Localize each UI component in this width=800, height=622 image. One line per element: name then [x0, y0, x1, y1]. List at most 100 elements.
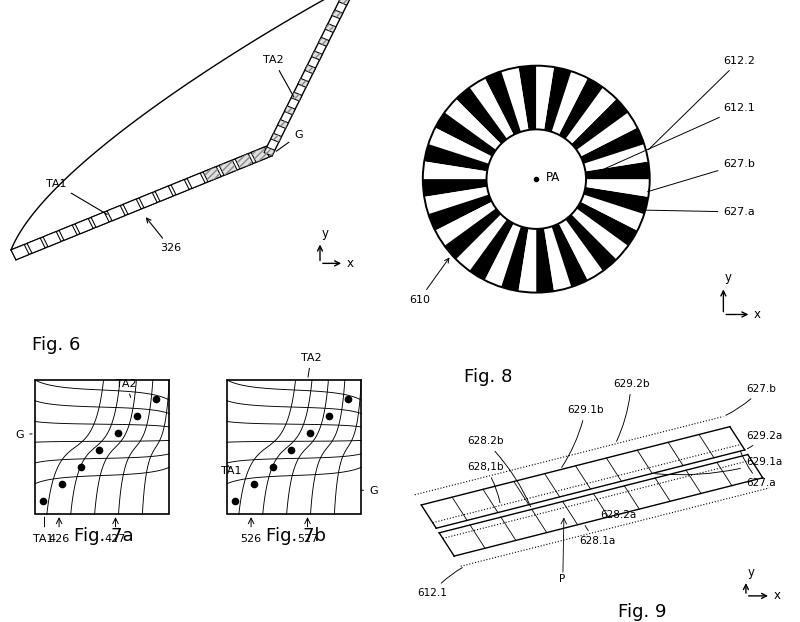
Wedge shape	[583, 144, 648, 171]
Wedge shape	[423, 179, 487, 197]
Polygon shape	[155, 186, 173, 202]
Text: 612.1: 612.1	[418, 568, 462, 598]
Wedge shape	[552, 72, 588, 135]
Text: y: y	[322, 226, 329, 239]
Circle shape	[486, 129, 586, 229]
Polygon shape	[251, 147, 269, 162]
Text: TA2: TA2	[263, 55, 294, 97]
Polygon shape	[203, 167, 221, 182]
Text: 526: 526	[241, 534, 262, 544]
Text: Fig. 6: Fig. 6	[32, 336, 80, 354]
Text: G: G	[276, 131, 302, 151]
Polygon shape	[284, 106, 295, 114]
Wedge shape	[544, 226, 571, 291]
Text: y: y	[747, 565, 754, 578]
Wedge shape	[428, 128, 492, 164]
Wedge shape	[536, 228, 554, 292]
Polygon shape	[11, 244, 29, 260]
Text: 627.b: 627.b	[647, 159, 755, 192]
Wedge shape	[435, 202, 496, 246]
Text: P: P	[558, 573, 565, 583]
Polygon shape	[311, 51, 322, 60]
Wedge shape	[456, 87, 507, 144]
Text: 629.1b: 629.1b	[562, 405, 603, 467]
Polygon shape	[270, 133, 282, 142]
Polygon shape	[298, 78, 309, 87]
Text: 629.1a: 629.1a	[655, 457, 782, 475]
Polygon shape	[264, 147, 274, 156]
Wedge shape	[470, 220, 514, 281]
Wedge shape	[502, 226, 529, 291]
Wedge shape	[428, 195, 492, 231]
Wedge shape	[435, 113, 496, 157]
Text: G: G	[16, 430, 32, 440]
Text: 612.1: 612.1	[593, 103, 755, 174]
Wedge shape	[518, 228, 536, 292]
Text: Fig. 8: Fig. 8	[464, 368, 513, 386]
Wedge shape	[583, 187, 648, 214]
Wedge shape	[445, 99, 501, 150]
Polygon shape	[278, 119, 288, 128]
Polygon shape	[107, 206, 125, 221]
Text: G: G	[362, 486, 378, 496]
Text: 628,1b: 628,1b	[467, 463, 504, 503]
Wedge shape	[552, 223, 588, 287]
Polygon shape	[235, 154, 253, 169]
Text: 629.2b: 629.2b	[613, 379, 650, 442]
Text: 527: 527	[297, 534, 318, 544]
Polygon shape	[43, 231, 61, 247]
Polygon shape	[59, 225, 77, 240]
Wedge shape	[424, 187, 489, 214]
Text: TA1: TA1	[33, 534, 54, 544]
Polygon shape	[91, 212, 109, 227]
Wedge shape	[485, 72, 521, 135]
Text: 628.1a: 628.1a	[579, 526, 616, 545]
Text: x: x	[754, 308, 761, 321]
Text: x: x	[774, 590, 781, 602]
Text: Fig. 7b: Fig. 7b	[266, 527, 326, 545]
Text: 629.2a: 629.2a	[746, 431, 782, 448]
Bar	[35, 380, 170, 514]
Wedge shape	[518, 66, 536, 130]
Polygon shape	[75, 218, 93, 234]
Text: 426: 426	[49, 534, 70, 544]
Wedge shape	[559, 78, 603, 139]
Wedge shape	[586, 179, 650, 197]
Wedge shape	[502, 67, 529, 132]
Wedge shape	[581, 195, 644, 231]
Text: 628.2b: 628.2b	[467, 437, 530, 507]
Text: 427: 427	[105, 534, 126, 544]
Wedge shape	[571, 99, 628, 150]
Polygon shape	[305, 65, 315, 73]
Polygon shape	[325, 24, 336, 32]
Wedge shape	[456, 215, 507, 271]
Polygon shape	[291, 92, 302, 101]
Wedge shape	[559, 220, 603, 281]
Polygon shape	[318, 37, 329, 46]
Wedge shape	[536, 66, 554, 130]
Text: TA2: TA2	[115, 379, 136, 397]
Text: x: x	[347, 257, 354, 270]
Text: PA: PA	[546, 172, 560, 185]
Polygon shape	[338, 0, 350, 5]
Text: TA2: TA2	[301, 353, 322, 377]
Text: 610: 610	[409, 258, 449, 305]
Wedge shape	[581, 128, 644, 164]
Text: TA1: TA1	[46, 179, 107, 215]
Text: 326: 326	[146, 218, 181, 253]
Text: 628.2a: 628.2a	[600, 509, 637, 519]
Polygon shape	[27, 238, 45, 253]
Polygon shape	[187, 173, 205, 188]
Wedge shape	[566, 215, 617, 271]
Bar	[227, 380, 362, 514]
Text: 627.a: 627.a	[640, 207, 755, 217]
Wedge shape	[566, 87, 617, 144]
Wedge shape	[577, 202, 638, 246]
Wedge shape	[485, 223, 521, 287]
Wedge shape	[470, 78, 514, 139]
Polygon shape	[219, 160, 237, 175]
Wedge shape	[445, 208, 501, 259]
Text: 627.a: 627.a	[740, 451, 775, 488]
Wedge shape	[571, 208, 628, 259]
Polygon shape	[139, 193, 157, 208]
